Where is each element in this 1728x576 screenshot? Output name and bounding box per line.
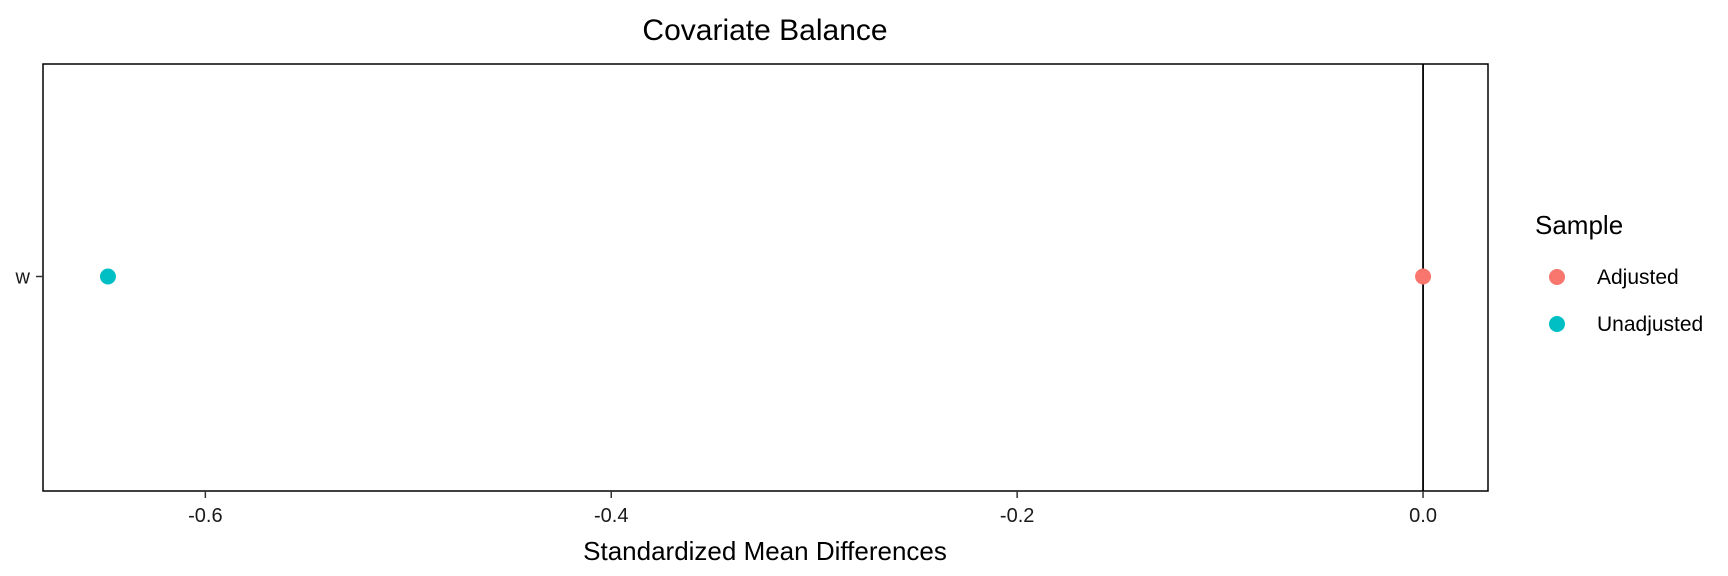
y-tick-label: w [15,267,31,289]
legend: Sample Adjusted Unadjusted [1535,210,1703,336]
x-tick-label: -0.6 [188,505,222,527]
legend-label-adjusted: Adjusted [1597,266,1679,289]
data-points [99,268,1432,285]
x-tick-label: -0.4 [594,505,628,527]
x-tick-label: 0.0 [1409,505,1437,527]
legend-key-unadjusted [1549,316,1565,332]
plot-panel-border [42,63,1489,492]
chart-title: Covariate Balance [642,14,887,47]
y-axis: w [15,267,43,289]
point-unadjusted [99,268,116,285]
legend-key-adjusted [1549,269,1565,285]
x-axis-title: Standardized Mean Differences [583,536,947,566]
legend-title: Sample [1535,210,1623,240]
legend-label-unadjusted: Unadjusted [1597,313,1703,336]
x-tick-label: -0.2 [1000,505,1034,527]
point-adjusted [1415,268,1432,285]
x-axis: -0.6 -0.4 -0.2 0.0 [188,491,1437,527]
